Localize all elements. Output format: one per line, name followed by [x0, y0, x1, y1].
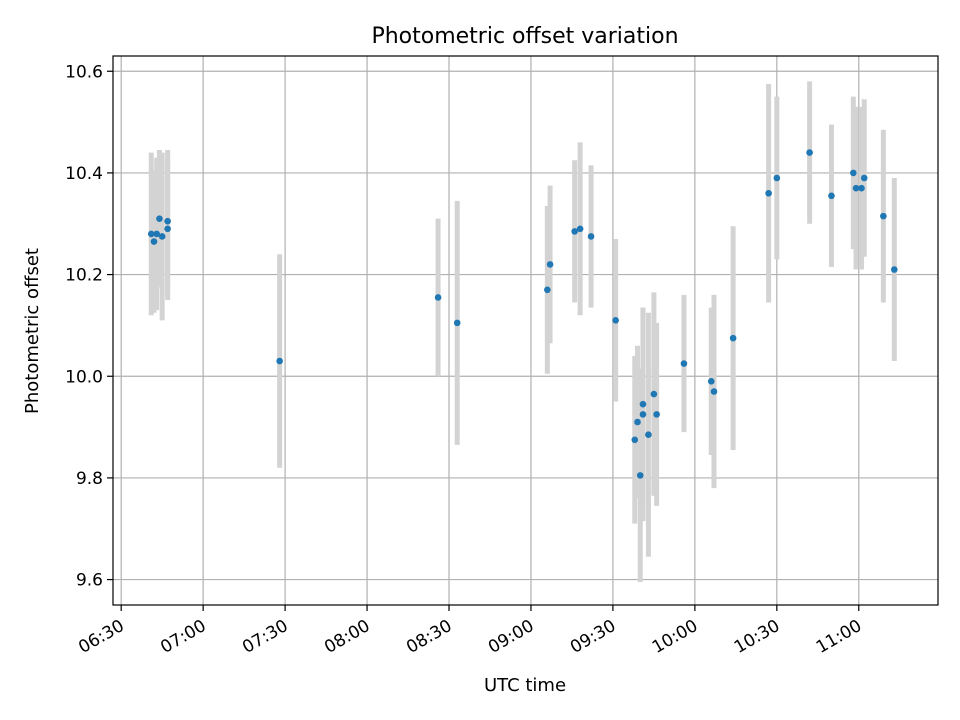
- y-tick-label: 9.6: [76, 571, 103, 591]
- data-point: [890, 266, 898, 273]
- data-point: [680, 360, 688, 367]
- data-point: [634, 418, 641, 426]
- data-point: [828, 192, 835, 200]
- y-tick-label: 10.0: [65, 367, 103, 387]
- data-point: [453, 319, 461, 327]
- data-point: [850, 169, 857, 177]
- data-point: [612, 317, 619, 324]
- y-axis-label: Photometric offset: [22, 248, 43, 414]
- data-point: [858, 184, 865, 192]
- data-point: [156, 215, 163, 222]
- data-point: [645, 431, 652, 439]
- data-point: [710, 388, 718, 395]
- grid: [113, 56, 938, 605]
- data-points: [147, 149, 898, 479]
- data-point: [653, 411, 660, 418]
- y-tick-label: 10.6: [65, 62, 103, 82]
- data-point: [434, 294, 442, 301]
- data-point: [571, 228, 578, 235]
- data-point: [153, 230, 161, 238]
- data-point: [587, 233, 595, 240]
- data-point: [546, 261, 554, 268]
- y-tick-label: 10.2: [65, 266, 103, 286]
- data-point: [276, 357, 283, 365]
- data-point: [650, 390, 658, 398]
- data-point: [544, 286, 551, 294]
- y-axis-ticks: 9.6 9.8 10.0 10.2 10.4 10.6: [65, 62, 113, 591]
- data-point: [773, 174, 781, 182]
- data-point: [636, 472, 644, 479]
- data-point: [729, 334, 737, 342]
- y-tick-label: 10.4: [65, 164, 103, 184]
- x-axis-label: UTC time: [484, 675, 566, 696]
- data-point: [147, 230, 155, 238]
- data-point: [852, 184, 860, 192]
- data-point: [631, 436, 639, 444]
- data-point: [639, 411, 647, 418]
- y-tick-label: 9.8: [76, 469, 103, 489]
- data-point: [880, 212, 887, 220]
- plot-frame: [112, 55, 939, 606]
- data-point: [707, 378, 715, 385]
- data-point: [164, 217, 171, 225]
- data-point: [860, 174, 868, 182]
- data-point: [150, 238, 158, 245]
- data-point: [164, 225, 171, 233]
- data-point: [806, 149, 813, 156]
- data-point: [158, 233, 166, 240]
- data-point: [765, 189, 772, 197]
- chart-title: Photometric offset variation: [371, 24, 678, 49]
- data-point: [639, 400, 647, 408]
- data-point: [576, 225, 584, 233]
